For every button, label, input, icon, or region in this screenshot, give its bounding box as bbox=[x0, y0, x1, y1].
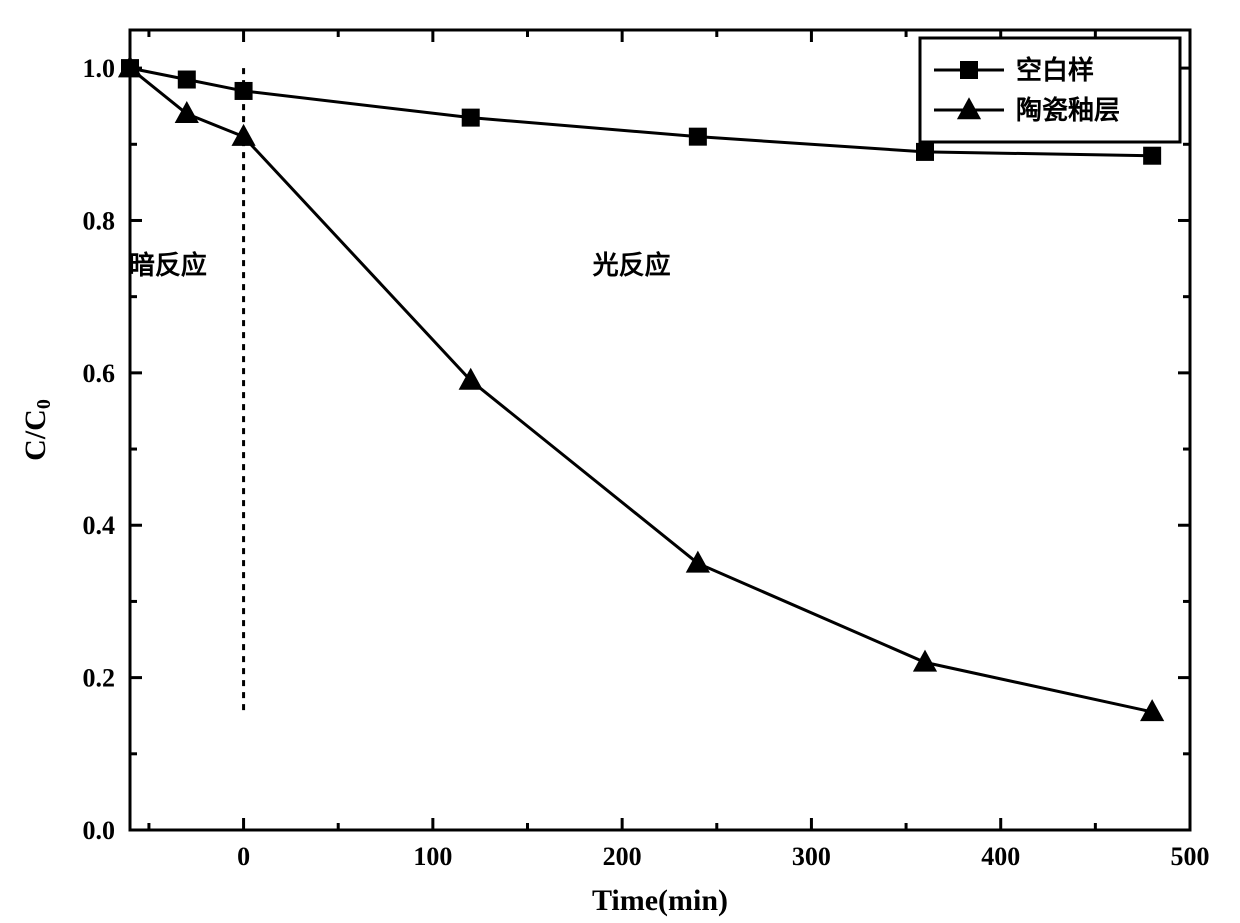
y-tick-label: 0.6 bbox=[83, 359, 116, 388]
y-tick-label: 1.0 bbox=[83, 54, 116, 83]
y-tick-label: 0.8 bbox=[83, 206, 116, 235]
square-marker bbox=[916, 143, 934, 161]
triangle-marker bbox=[231, 124, 255, 146]
square-marker bbox=[689, 128, 707, 146]
y-tick-label: 0.2 bbox=[83, 664, 116, 693]
square-marker bbox=[235, 82, 253, 100]
legend-label-glaze: 陶瓷釉层 bbox=[1016, 96, 1120, 125]
svg-text:C/C0: C/C0 bbox=[19, 399, 55, 461]
series-line-glaze bbox=[130, 68, 1152, 712]
annotation-light: 光反应 bbox=[592, 250, 671, 280]
plot-frame bbox=[130, 30, 1190, 830]
legend-box bbox=[920, 38, 1180, 142]
x-tick-label: 0 bbox=[237, 842, 250, 871]
line-chart: 0 100 200 300 400 500 0.0 0.2 0.4 0.6 0.8 1.0 Time(m… bbox=[0, 0, 1240, 923]
x-tick-label: 400 bbox=[981, 842, 1020, 871]
square-marker bbox=[960, 61, 978, 79]
square-marker bbox=[178, 71, 196, 89]
y-tick-label: 0.0 bbox=[83, 816, 116, 845]
triangle-marker bbox=[686, 551, 710, 573]
x-axis-label: Time(min) bbox=[592, 884, 728, 917]
x-tick-label: 100 bbox=[413, 842, 452, 871]
x-tick-label: 200 bbox=[603, 842, 642, 871]
x-tick-label: 500 bbox=[1171, 842, 1210, 871]
square-marker bbox=[462, 109, 480, 127]
triangle-marker bbox=[175, 101, 199, 123]
x-tick-label: 300 bbox=[792, 842, 831, 871]
y-axis-label: C/C0 bbox=[19, 399, 55, 461]
legend: 空白样陶瓷釉层 bbox=[920, 38, 1180, 142]
annotation-dark: 暗反应 bbox=[129, 250, 207, 280]
series-glaze bbox=[118, 55, 1164, 721]
triangle-marker bbox=[913, 650, 937, 672]
legend-label-blank: 空白样 bbox=[1016, 55, 1094, 85]
square-marker bbox=[1143, 147, 1161, 165]
y-tick-label: 0.4 bbox=[83, 511, 116, 540]
chart-container: 0 100 200 300 400 500 0.0 0.2 0.4 0.6 0.8 1.0 Time(m… bbox=[0, 0, 1240, 923]
